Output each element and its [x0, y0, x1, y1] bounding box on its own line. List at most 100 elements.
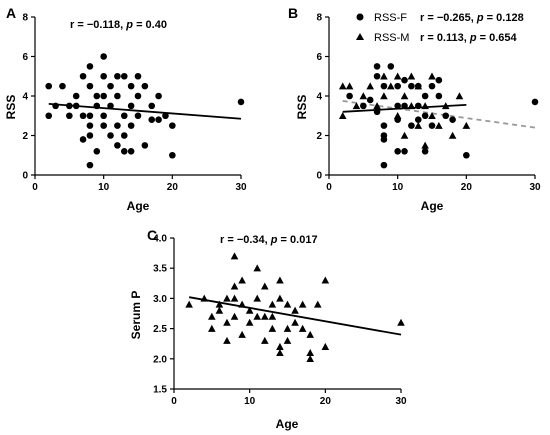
- legend-rss-f-marker: [356, 13, 364, 21]
- data-point-rss-m: [338, 111, 347, 119]
- data-point: [86, 161, 94, 169]
- data-point-rss-m: [380, 72, 388, 80]
- panel-c-axes: 0 10 20 30 1.5 2.0 2.5 3.0 3.5 4.0: [153, 234, 407, 408]
- data-point-rss-m: [366, 82, 374, 90]
- data-point: [86, 112, 94, 120]
- data-point-rss-f: [380, 161, 388, 169]
- data-point-rss-m: [421, 102, 429, 110]
- panel-b-points: [338, 63, 539, 169]
- data-point: [120, 132, 128, 139]
- data-point-rss-f: [360, 102, 367, 110]
- data-point: [253, 312, 262, 320]
- data-point-rss-m: [380, 92, 388, 100]
- x-tick-label: 30: [235, 182, 247, 193]
- data-point-rss-f: [401, 102, 408, 110]
- data-point: [86, 82, 94, 90]
- panel-a-letter: A: [6, 5, 16, 21]
- data-point: [79, 72, 87, 80]
- x-tick-label: 20: [461, 182, 473, 193]
- data-point: [86, 63, 94, 70]
- panel-a-ylabel: RSS: [4, 95, 18, 120]
- data-point: [208, 324, 216, 332]
- data-point: [238, 300, 246, 308]
- panel-c-fit-lines: [188, 296, 402, 336]
- data-point: [215, 300, 224, 308]
- data-point-rss-m: [448, 131, 457, 139]
- data-point: [230, 282, 239, 290]
- data-point: [100, 53, 107, 60]
- data-point-rss-f: [449, 116, 456, 123]
- data-point-rss-f: [428, 82, 436, 90]
- data-point-rss-m: [400, 131, 409, 139]
- y-tick-label: 6: [22, 52, 28, 63]
- data-point: [100, 72, 107, 80]
- data-point-rss-m: [393, 72, 402, 80]
- regression-line: [48, 103, 242, 120]
- data-point: [127, 148, 135, 155]
- y-tick-label: 4: [316, 92, 322, 103]
- data-point: [100, 112, 107, 120]
- data-point: [114, 122, 121, 129]
- data-point-rss-m: [387, 82, 395, 90]
- data-point: [100, 92, 107, 100]
- data-point: [306, 348, 314, 356]
- data-point: [223, 294, 231, 302]
- data-point: [114, 72, 121, 80]
- data-point: [107, 102, 114, 110]
- data-point-rss-f: [394, 148, 401, 155]
- data-point: [230, 252, 239, 260]
- data-point: [120, 112, 128, 120]
- data-point: [238, 330, 246, 338]
- data-point: [127, 82, 135, 90]
- data-point: [107, 82, 114, 90]
- data-point: [86, 122, 94, 129]
- data-point: [291, 306, 299, 314]
- data-point: [200, 294, 209, 302]
- data-point-rss-f: [408, 82, 415, 90]
- data-point: [120, 148, 128, 155]
- y-tick-label: 3.5: [153, 264, 167, 275]
- data-point-rss-f: [387, 63, 395, 70]
- data-point: [283, 324, 292, 332]
- data-point-rss-f: [394, 82, 401, 90]
- panel-a-axes: 0 10 20 30 0 2 4 6 8: [22, 13, 247, 194]
- data-point: [162, 112, 169, 120]
- panel-b-axes: 0 10 20 30 0 2 4 6 8: [316, 13, 541, 194]
- data-point-rss-f: [380, 82, 388, 90]
- y-tick-label: 8: [22, 13, 28, 24]
- data-point: [321, 276, 330, 284]
- data-point-rss-m: [407, 72, 416, 80]
- data-point-rss-f: [373, 63, 381, 70]
- data-point-rss-f: [346, 92, 353, 100]
- data-point: [169, 151, 176, 159]
- panel-b: B RSS-F r = −0.265, p = 0.128 RSS-M r = …: [288, 5, 541, 213]
- data-point: [52, 102, 59, 110]
- data-point: [276, 348, 284, 356]
- legend-rss-m-marker: [356, 33, 364, 40]
- y-tick-label: 4: [22, 92, 28, 103]
- data-point: [245, 318, 254, 326]
- x-tick-label: 10: [98, 182, 110, 193]
- data-point: [66, 112, 73, 120]
- data-point: [100, 122, 107, 129]
- panel-a-xlabel: Age: [127, 199, 150, 213]
- panel-c-ylabel: Serum P: [129, 291, 143, 340]
- x-tick-label: 10: [244, 396, 256, 407]
- data-point-rss-f: [380, 122, 388, 129]
- data-point: [253, 264, 262, 272]
- data-point: [127, 102, 135, 110]
- data-point: [283, 336, 292, 344]
- panel-b-legend: RSS-F r = −0.265, p = 0.128 RSS-M r = 0.…: [356, 12, 524, 44]
- data-point: [66, 102, 73, 110]
- x-tick-label: 0: [171, 396, 177, 407]
- data-point-rss-m: [352, 102, 361, 110]
- data-point: [276, 276, 284, 284]
- data-point: [45, 82, 53, 90]
- data-point: [45, 112, 53, 120]
- data-point-rss-f: [442, 112, 450, 120]
- data-point-rss-f: [463, 151, 470, 159]
- data-point-rss-f: [531, 98, 539, 106]
- data-point: [86, 132, 94, 139]
- data-point: [261, 312, 269, 320]
